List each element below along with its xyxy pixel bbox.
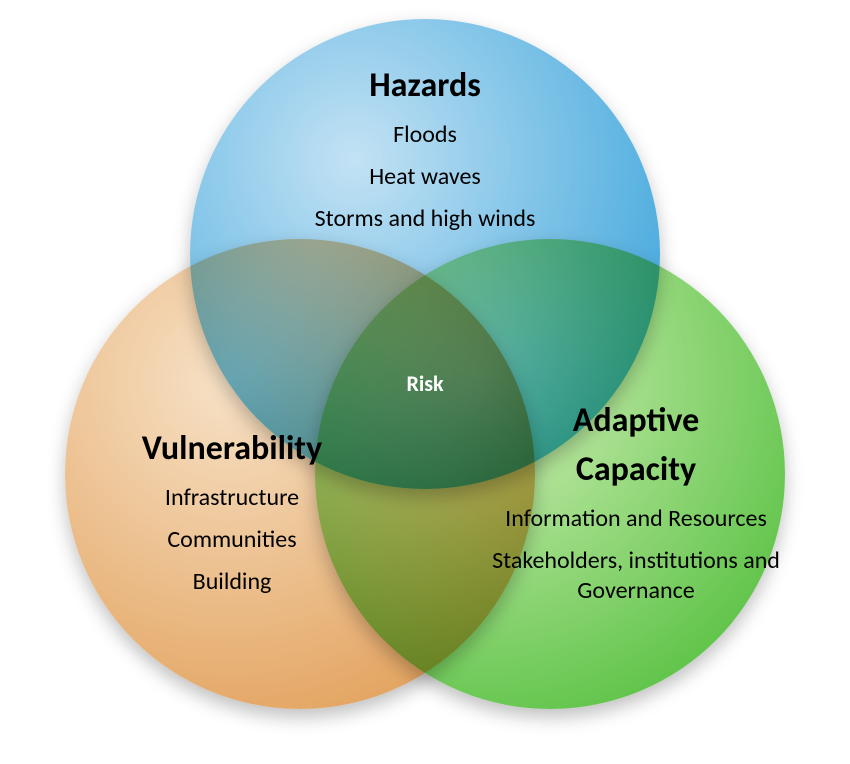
hazards-block: Hazards Floods Heat waves Storms and hig…	[215, 65, 635, 234]
adaptive-capacity-block: Adaptive Capacity Information and Resour…	[486, 400, 786, 606]
hazards-title: Hazards	[215, 65, 635, 106]
hazards-item: Heat waves	[215, 162, 635, 192]
vulnerability-block: Vulnerability Infrastructure Communities…	[82, 428, 382, 597]
adaptive-capacity-title-line2: Capacity	[486, 449, 786, 490]
risk-center-label: Risk	[375, 370, 475, 397]
venn-diagram: Hazards Floods Heat waves Storms and hig…	[0, 0, 850, 764]
vulnerability-item: Building	[82, 567, 382, 597]
hazards-item: Storms and high winds	[215, 204, 635, 234]
vulnerability-item: Communities	[82, 525, 382, 555]
adaptive-capacity-item: Information and Resources	[486, 504, 786, 534]
vulnerability-item: Infrastructure	[82, 483, 382, 513]
adaptive-capacity-item: Stakeholders, institutions and Governanc…	[486, 546, 786, 606]
adaptive-capacity-title-line1: Adaptive	[486, 400, 786, 441]
vulnerability-title: Vulnerability	[82, 428, 382, 469]
hazards-item: Floods	[215, 120, 635, 150]
